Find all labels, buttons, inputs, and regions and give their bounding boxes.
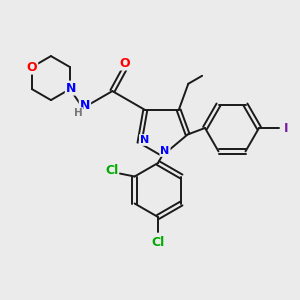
Text: Cl: Cl	[152, 236, 165, 248]
Text: I: I	[284, 122, 288, 134]
Text: O: O	[27, 61, 37, 74]
Text: N: N	[80, 99, 90, 112]
Text: N: N	[66, 82, 76, 94]
Text: N: N	[140, 135, 149, 145]
Text: H: H	[74, 108, 82, 118]
Text: O: O	[119, 57, 130, 70]
Text: N: N	[160, 146, 169, 156]
Text: Cl: Cl	[105, 164, 118, 177]
